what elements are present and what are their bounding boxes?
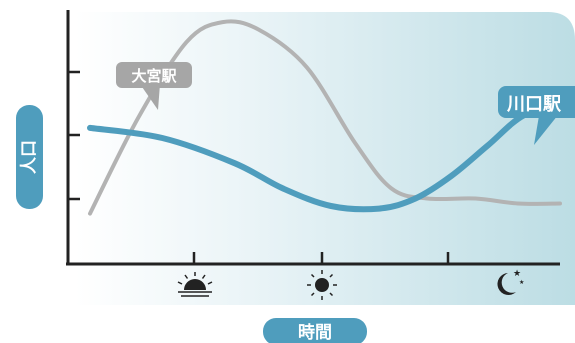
x-axis-label: 時間: [263, 318, 367, 343]
y-axis-label-text: 人口: [20, 140, 40, 174]
callout-pointer: [534, 110, 562, 145]
x-axis-label-text: 時間: [298, 322, 332, 343]
svg-text:★: ★: [513, 269, 521, 279]
callout-box: [498, 86, 575, 118]
series-label-omiya: 大宮駅: [131, 67, 177, 85]
series-label-kawaguchi: 川口駅: [506, 94, 562, 115]
svg-text:★: ★: [519, 279, 524, 286]
moon-icon: ★ ★: [497, 269, 524, 295]
plot-background: [75, 12, 575, 305]
axes: [66, 10, 560, 266]
callout-box: [116, 62, 192, 88]
y-axis-label: 人口: [16, 105, 43, 209]
x-axis-label-pill: [263, 318, 367, 343]
series-line-kawaguchi: [87, 104, 563, 213]
sunrise-icon: [177, 272, 213, 297]
callout-pointer: [140, 84, 160, 110]
sun-icon: [307, 270, 337, 300]
y-axis-label-pill: [16, 105, 43, 209]
legend-callout-omiya: 大宮駅: [116, 62, 192, 110]
legend-callout-kawaguchi: 川口駅: [498, 86, 575, 145]
